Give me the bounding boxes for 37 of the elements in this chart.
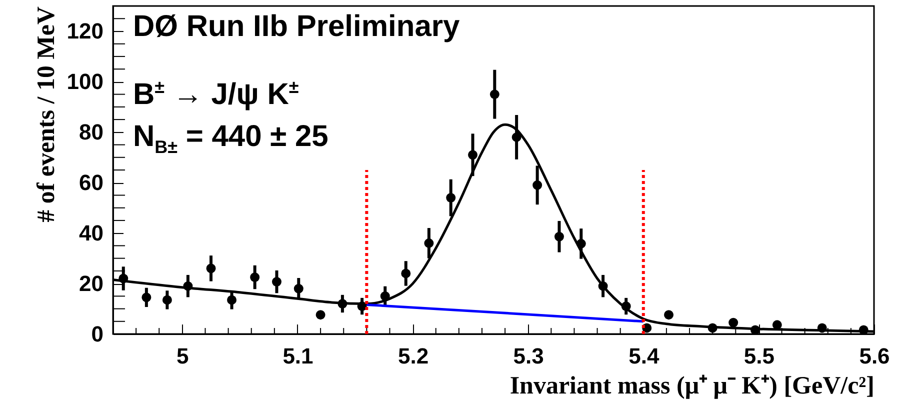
point bbox=[664, 310, 674, 320]
point bbox=[401, 268, 411, 278]
point bbox=[468, 150, 478, 160]
point bbox=[227, 295, 237, 305]
point bbox=[142, 292, 152, 302]
point bbox=[250, 272, 260, 282]
x-tick-label: 5.2 bbox=[398, 344, 429, 368]
point bbox=[554, 232, 564, 242]
y-tick-label: 40 bbox=[79, 220, 104, 246]
point bbox=[316, 310, 326, 320]
y-tick-label: 60 bbox=[79, 170, 104, 196]
annotation: N$_{B±}$ = 440 ± 25 bbox=[133, 120, 328, 157]
annotation: B$^{±}$ → J/ψ K$^{±}$ bbox=[133, 77, 299, 111]
x-tick-label: 5.5 bbox=[744, 344, 774, 368]
x-axis-title: Invariant mass (μ⁺ μ⁻ K⁺) [GeV/c²] bbox=[510, 372, 874, 400]
point bbox=[490, 90, 500, 100]
y-tick-label: 80 bbox=[79, 120, 104, 145]
x-tick-label: 5.3 bbox=[513, 344, 544, 368]
point bbox=[294, 284, 304, 294]
point bbox=[512, 132, 522, 142]
y-tick-label: 20 bbox=[79, 271, 104, 296]
x-tick-label: 5.1 bbox=[282, 344, 314, 368]
y-axis-title: # of events / 10 MeV bbox=[32, 6, 60, 222]
point bbox=[532, 180, 542, 190]
point bbox=[206, 264, 216, 274]
y-tick-label: 0 bbox=[91, 322, 104, 346]
point bbox=[424, 238, 434, 248]
point bbox=[446, 193, 456, 202]
point bbox=[728, 318, 738, 328]
annotation: DØ Run IIb Preliminary bbox=[133, 10, 460, 43]
x-tick-label: 5.6 bbox=[859, 344, 890, 368]
y-tick-label: 100 bbox=[66, 69, 104, 94]
y-tick-label: 120 bbox=[66, 18, 104, 44]
x-tick-label: 5 bbox=[176, 344, 189, 368]
point bbox=[272, 277, 282, 287]
x-tick-label: 5.4 bbox=[628, 344, 660, 368]
point bbox=[162, 295, 172, 305]
